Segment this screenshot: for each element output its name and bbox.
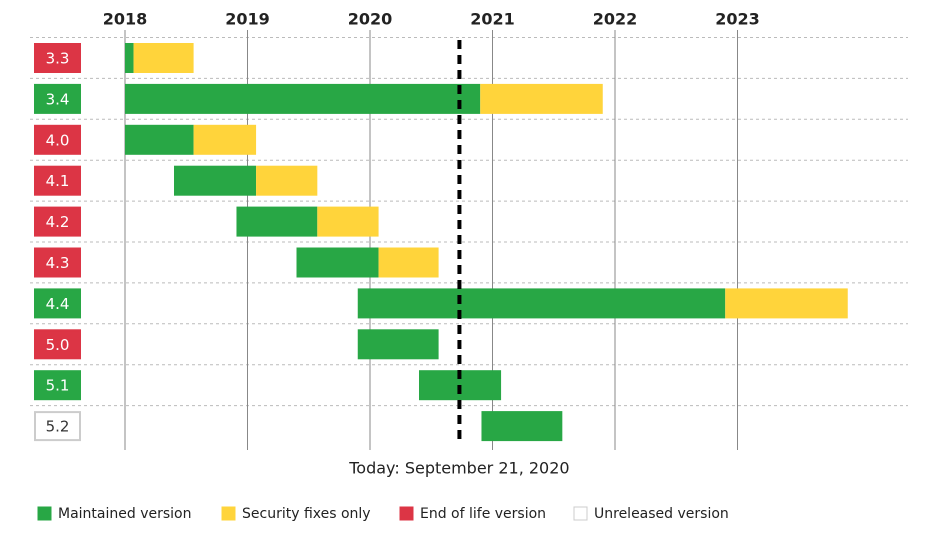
version-badge xyxy=(34,288,81,319)
security-bar xyxy=(378,247,439,278)
maintained-bar xyxy=(125,124,194,155)
x-tick-label: 2023 xyxy=(715,10,760,29)
maintained-bar xyxy=(125,43,134,73)
maintained-bar xyxy=(236,206,318,237)
x-tick-label: 2022 xyxy=(593,10,638,29)
legend-swatch xyxy=(37,506,52,521)
version-label: 4.4 xyxy=(46,295,70,313)
x-tick-label: 2018 xyxy=(103,10,148,29)
legend-label: End of life version xyxy=(420,506,546,522)
legend-swatch xyxy=(221,506,236,521)
maintained-bar xyxy=(125,83,481,114)
maintained-bar xyxy=(174,165,257,196)
security-bar xyxy=(480,83,603,114)
version-badge xyxy=(34,43,81,73)
version-label: 4.0 xyxy=(46,131,70,149)
x-tick-label: 2020 xyxy=(348,10,393,29)
maintained-bar xyxy=(357,288,726,319)
version-label: 3.3 xyxy=(46,50,70,68)
version-label: 5.0 xyxy=(46,336,70,354)
legend-label: Maintained version xyxy=(58,506,191,522)
version-badge xyxy=(34,247,81,278)
maintained-bar xyxy=(296,247,379,278)
security-bar xyxy=(725,288,848,319)
version-label: 4.1 xyxy=(46,172,70,190)
security-bar xyxy=(317,206,379,237)
maintained-bar xyxy=(481,411,563,442)
version-label: 5.1 xyxy=(46,377,70,395)
version-badge xyxy=(34,124,81,155)
version-badge xyxy=(34,83,81,114)
legend-swatch xyxy=(573,506,588,521)
version-label: 4.3 xyxy=(46,254,70,272)
version-badge xyxy=(34,329,81,360)
legend-label: Security fixes only xyxy=(242,506,371,522)
x-tick-label: 2019 xyxy=(225,10,270,29)
today-label: Today: September 21, 2020 xyxy=(348,459,569,478)
security-bar xyxy=(133,43,194,73)
version-badge xyxy=(34,165,81,196)
version-label: 4.2 xyxy=(46,213,70,231)
maintained-bar xyxy=(357,329,439,360)
version-badge xyxy=(34,206,81,237)
security-bar xyxy=(193,124,257,155)
version-label: 5.2 xyxy=(46,418,70,436)
legend-swatch xyxy=(399,506,414,521)
security-bar xyxy=(256,165,318,196)
version-badge xyxy=(34,411,81,442)
version-label: 3.4 xyxy=(46,90,70,108)
version-badge xyxy=(34,370,81,401)
legend-label: Unreleased version xyxy=(594,506,729,522)
x-tick-label: 2021 xyxy=(470,10,515,29)
